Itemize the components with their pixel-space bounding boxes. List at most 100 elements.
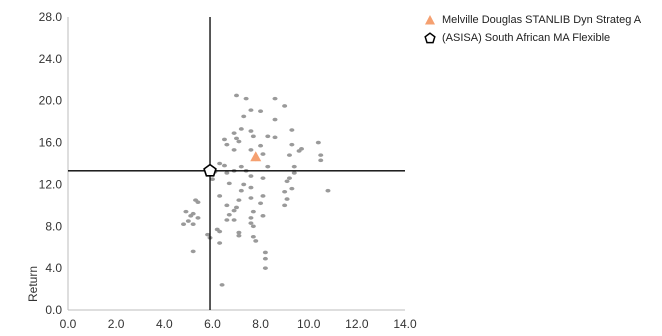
data-point — [243, 96, 249, 101]
data-point — [205, 232, 211, 237]
data-point — [272, 135, 278, 140]
data-point — [248, 216, 254, 220]
data-point — [195, 216, 201, 220]
data-point — [260, 194, 266, 198]
data-point — [289, 142, 295, 147]
data-point — [231, 148, 237, 152]
data-point — [315, 140, 321, 145]
data-point — [217, 241, 223, 245]
data-point — [231, 208, 237, 213]
fund-marker — [250, 151, 262, 162]
data-point — [238, 127, 244, 131]
data-point — [262, 256, 268, 261]
data-point — [190, 249, 196, 254]
data-points — [181, 93, 331, 287]
pentagon-icon — [424, 32, 436, 44]
data-point — [183, 209, 189, 214]
data-point — [258, 143, 264, 148]
data-point — [234, 205, 239, 210]
x-tick-label: 10.0 — [297, 317, 321, 331]
data-point — [236, 230, 242, 235]
benchmark-marker — [203, 163, 217, 177]
data-point — [231, 218, 237, 222]
data-point — [282, 203, 288, 208]
data-point — [248, 174, 254, 178]
data-point — [250, 134, 256, 139]
data-point — [209, 177, 215, 181]
data-point — [221, 163, 227, 168]
x-tick-label: 8.0 — [252, 317, 269, 331]
data-point — [289, 186, 295, 191]
data-point — [181, 222, 187, 226]
data-point — [217, 161, 223, 166]
data-point — [272, 96, 278, 101]
data-point — [234, 93, 239, 98]
x-tick-label: 2.0 — [108, 317, 125, 331]
data-point — [265, 164, 271, 169]
data-point — [236, 233, 242, 238]
data-point — [224, 203, 230, 208]
data-point — [258, 201, 264, 206]
y-tick-label: 24.0 — [39, 52, 63, 66]
data-point — [241, 182, 247, 187]
data-point — [248, 221, 254, 225]
legend-label-benchmark: (ASISA) South African MA Flexible — [442, 32, 611, 44]
data-point — [291, 164, 297, 169]
data-point — [195, 200, 201, 205]
y-tick-label: 12.0 — [39, 177, 63, 191]
data-point — [272, 117, 278, 122]
data-point — [185, 219, 191, 223]
data-point — [224, 142, 230, 147]
data-point — [318, 153, 324, 157]
data-point — [236, 198, 242, 202]
data-point — [284, 197, 290, 201]
data-point — [265, 134, 271, 139]
x-tick-label: 14.0 — [393, 317, 417, 331]
data-point — [258, 109, 264, 113]
y-tick-label: 4.0 — [45, 261, 62, 275]
highlight-markers — [203, 151, 262, 177]
y-axis-title: Return — [26, 266, 40, 302]
data-point — [260, 176, 266, 180]
data-point — [234, 136, 239, 141]
data-point — [231, 131, 237, 135]
data-point — [217, 229, 223, 234]
data-point — [241, 114, 247, 119]
data-point — [296, 149, 302, 153]
data-point — [284, 179, 290, 184]
data-point — [248, 196, 254, 200]
y-tick-label: 0.0 — [45, 303, 62, 317]
data-point — [224, 171, 230, 175]
data-point — [318, 158, 324, 163]
y-tick-label: 28.0 — [39, 10, 63, 24]
data-point — [286, 153, 292, 157]
data-point — [217, 194, 223, 198]
triangle-icon — [425, 15, 435, 25]
y-tick-label: 16.0 — [39, 136, 63, 150]
data-point — [253, 239, 259, 243]
data-point — [248, 108, 254, 112]
data-point — [248, 129, 254, 133]
data-point — [248, 185, 254, 190]
data-point — [188, 214, 194, 218]
legend-label-fund: Melville Douglas STANLIB Dyn Strateg A — [442, 14, 642, 26]
data-point — [286, 176, 292, 180]
data-point — [289, 128, 295, 132]
x-tick-label: 6.0 — [204, 317, 221, 331]
data-point — [262, 250, 268, 255]
x-tick-label: 4.0 — [156, 317, 173, 331]
data-point — [262, 266, 268, 270]
tick-labels: 0.0 4.0 8.0 12.0 16.0 20.0 24.0 28.0 0.0 2.0 4.0 6.… — [39, 10, 417, 331]
legend-item-fund: Melville Douglas STANLIB Dyn Strateg A — [424, 11, 641, 29]
data-point — [260, 152, 266, 156]
data-point — [224, 218, 230, 222]
data-point — [260, 214, 266, 218]
data-point — [238, 164, 244, 169]
data-point — [221, 137, 227, 142]
chart-axes — [67, 17, 405, 311]
data-point — [282, 189, 288, 194]
data-point — [238, 188, 244, 193]
data-point — [250, 234, 256, 239]
y-tick-label: 20.0 — [39, 94, 63, 108]
